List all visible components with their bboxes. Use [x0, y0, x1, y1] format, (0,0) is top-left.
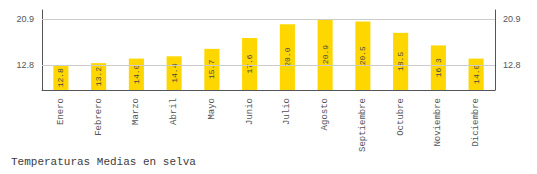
svg-text:Diciembre: Diciembre [471, 98, 481, 147]
svg-text:Septiembre: Septiembre [358, 98, 368, 152]
svg-text:14.0: 14.0 [472, 64, 481, 83]
svg-text:Noviembre: Noviembre [433, 98, 443, 147]
svg-text:Marzo: Marzo [131, 98, 141, 125]
svg-text:Julio: Julio [282, 98, 292, 125]
svg-text:14.0: 14.0 [132, 64, 141, 83]
svg-text:Febrero: Febrero [94, 98, 104, 136]
svg-text:Junio: Junio [245, 98, 255, 125]
svg-text:12.8: 12.8 [16, 60, 34, 70]
svg-text:20.9: 20.9 [321, 45, 330, 64]
svg-text:15.7: 15.7 [207, 60, 216, 79]
svg-text:20.5: 20.5 [358, 46, 367, 65]
svg-text:Abril: Abril [169, 98, 179, 125]
svg-text:16.3: 16.3 [434, 58, 443, 77]
svg-text:18.5: 18.5 [396, 52, 405, 71]
svg-text:Agosto: Agosto [320, 98, 330, 130]
svg-text:20.9: 20.9 [503, 14, 521, 24]
svg-text:20.9: 20.9 [16, 14, 34, 24]
svg-text:17.6: 17.6 [245, 54, 254, 73]
svg-text:12.8: 12.8 [56, 68, 65, 87]
svg-text:13.2: 13.2 [94, 67, 103, 86]
svg-text:Mayo: Mayo [207, 98, 217, 120]
svg-text:14.4: 14.4 [170, 63, 179, 82]
svg-text:Octubre: Octubre [396, 98, 406, 136]
svg-text:Temperaturas Medias en selva: Temperaturas Medias en selva [11, 156, 196, 168]
svg-text:20.0: 20.0 [283, 47, 292, 66]
svg-text:12.8: 12.8 [503, 60, 521, 70]
svg-text:Enero: Enero [56, 98, 66, 125]
